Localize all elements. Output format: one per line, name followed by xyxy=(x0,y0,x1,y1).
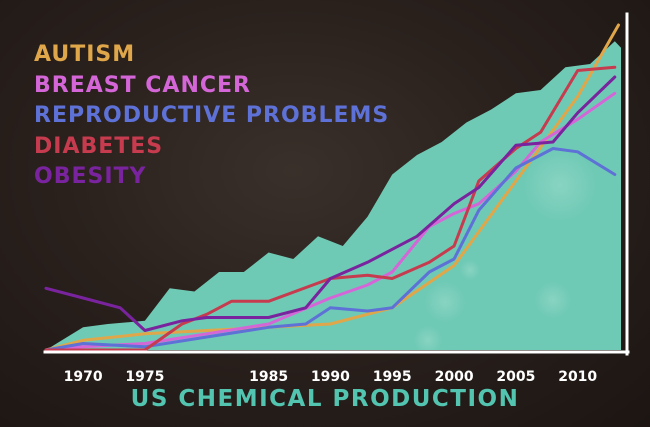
legend-entry-breast-cancer: BREAST CANCER xyxy=(34,72,251,98)
legend-entry-obesity: OBESITY xyxy=(34,164,147,189)
legend-entry-diabetes: DIABETES xyxy=(34,133,164,159)
x-tick-2010: 2010 xyxy=(558,369,597,385)
series-line-autism xyxy=(44,23,620,352)
axes xyxy=(43,12,630,356)
x-tick-1995: 1995 xyxy=(373,369,412,385)
area-highlights xyxy=(414,149,596,351)
legend-entry-autism: AUTISM xyxy=(34,42,136,67)
series-line-obesity xyxy=(44,75,617,332)
series-line-breast-cancer xyxy=(44,91,617,352)
x-tick-2005: 2005 xyxy=(496,369,535,385)
x-tick-1970: 1970 xyxy=(64,369,103,385)
legend-entry-reproductive-problems: REPRODUCTIVE PROBLEMS xyxy=(34,103,390,128)
x-tick-1975: 1975 xyxy=(125,369,164,385)
x-tick-1985: 1985 xyxy=(249,369,288,385)
legend: AUTISM BREAST CANCER REPRODUCTIVE PROBLE… xyxy=(34,40,389,193)
series-line-reproductive-problems xyxy=(44,147,617,352)
x-tick-2000: 2000 xyxy=(435,369,474,385)
x-axis-title: US CHEMICAL PRODUCTION xyxy=(130,386,520,412)
x-tick-labels: 1970 1975 1985 1990 1995 2000 2005 2010 xyxy=(64,369,598,385)
series-layer xyxy=(44,23,620,352)
x-tick-1990: 1990 xyxy=(311,369,350,385)
